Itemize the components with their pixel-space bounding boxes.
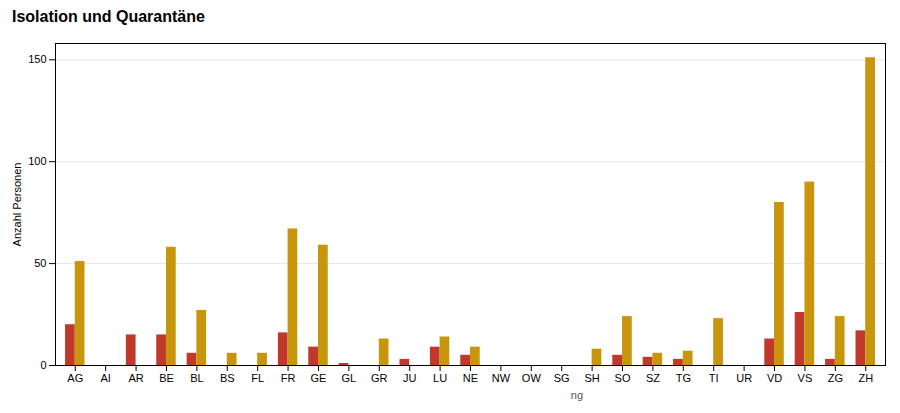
svg-text:GE: GE [311,372,327,384]
svg-text:SG: SG [554,372,570,384]
svg-text:NE: NE [463,372,478,384]
svg-text:TI: TI [709,372,719,384]
svg-text:JU: JU [403,372,417,384]
svg-text:ng: ng [571,389,583,401]
svg-text:BS: BS [220,372,235,384]
svg-text:UR: UR [736,372,752,384]
html-text:Isolation und Quarantäne: Isolation und Quarantäne [12,8,205,25]
svg-text:50: 50 [34,257,46,269]
svg-text:GR: GR [371,372,388,384]
svg-text:ZG: ZG [828,372,843,384]
svg-text:LU: LU [433,372,447,384]
svg-text:Anzahl Personen: Anzahl Personen [11,163,23,247]
svg-text:OW: OW [522,372,542,384]
svg-text:SO: SO [615,372,631,384]
svg-text:100: 100 [28,155,46,167]
svg-text:150: 150 [28,53,46,65]
svg-text:VD: VD [767,372,782,384]
svg-text:SH: SH [584,372,599,384]
svg-text:GL: GL [342,372,357,384]
svg-text:TG: TG [676,372,691,384]
svg-text:VS: VS [798,372,813,384]
svg-text:ZH: ZH [858,372,873,384]
svg-text:FL: FL [251,372,264,384]
svg-text:NW: NW [492,372,511,384]
svg-text:BE: BE [159,372,174,384]
svg-text:AR: AR [128,372,143,384]
svg-text:AI: AI [100,372,110,384]
svg-text:0: 0 [40,359,46,371]
svg-text:SZ: SZ [646,372,660,384]
svg-text:FR: FR [281,372,296,384]
svg-text:AG: AG [67,372,83,384]
svg-text:BL: BL [190,372,203,384]
